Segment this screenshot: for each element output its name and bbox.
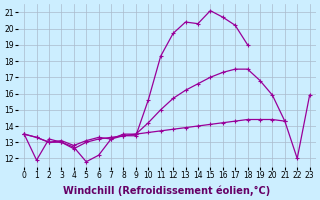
X-axis label: Windchill (Refroidissement éolien,°C): Windchill (Refroidissement éolien,°C)	[63, 185, 270, 196]
